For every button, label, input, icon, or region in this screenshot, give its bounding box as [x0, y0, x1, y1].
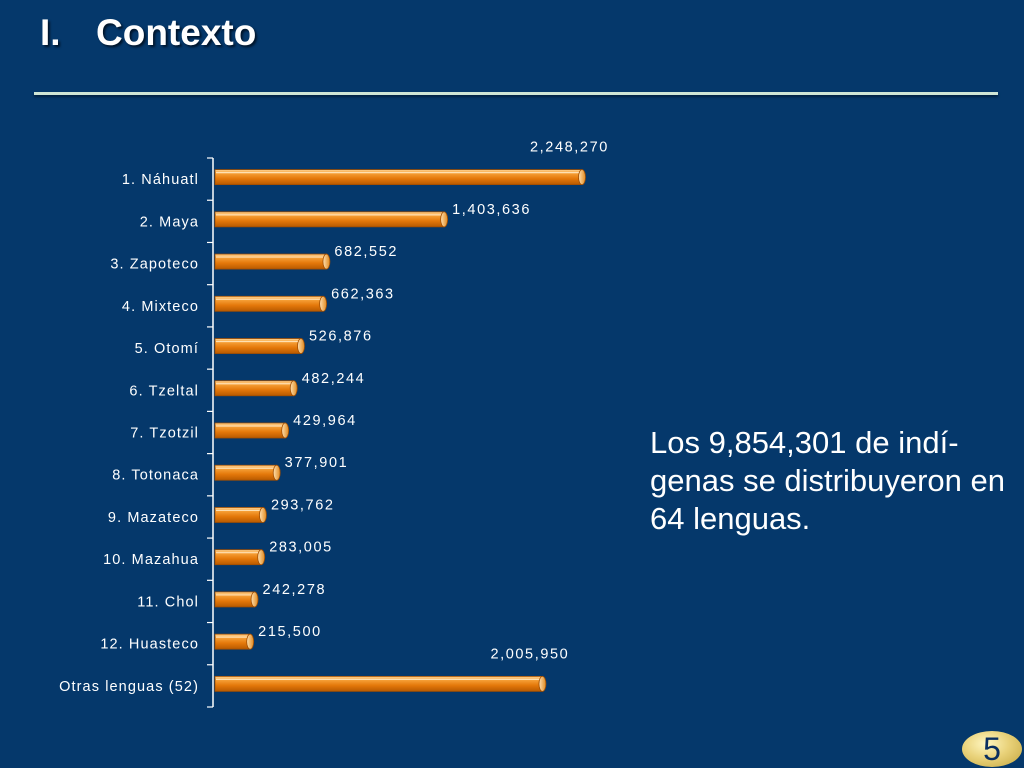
bar [214, 464, 278, 481]
bar-end-cap [259, 507, 267, 523]
bar [214, 633, 251, 650]
bar-end-cap [281, 422, 290, 439]
category-label: 1. Náhuatl [122, 172, 199, 188]
value-label: 662,363 [331, 286, 395, 302]
page-number: 5 [983, 730, 1001, 767]
bar-end-cap [250, 591, 259, 608]
category-label: 6. Tzeltal [129, 383, 199, 399]
category-label: 11. Chol [137, 594, 199, 610]
bar-end-cap [246, 633, 255, 650]
bar-end-cap [319, 295, 328, 312]
category-label: 2. Maya [140, 214, 199, 230]
bar-end-cap [440, 211, 449, 228]
category-label: 12. Huasteco [100, 637, 199, 653]
value-label: 1,403,636 [452, 202, 531, 218]
value-label: 293,762 [271, 497, 335, 513]
bar [214, 169, 583, 186]
bar-end-cap [322, 253, 331, 270]
bar [214, 211, 445, 228]
category-label: 4. Mixteco [122, 299, 199, 315]
value-label: 2,248,270 [530, 140, 609, 156]
page-number-badge: 5 [962, 731, 1022, 767]
category-label: 9. Mazateco [108, 510, 199, 526]
title-text: Contexto [96, 12, 257, 53]
summary-text: Los 9,854,301 de indí-genas se distribuy… [650, 425, 1006, 536]
bar [214, 295, 324, 312]
value-label: 215,500 [258, 624, 322, 640]
slide-title: I. Contexto [40, 12, 256, 54]
bar-end-cap [272, 464, 281, 481]
category-label: 3. Zapoteco [110, 257, 199, 273]
title-divider [34, 92, 998, 95]
value-label: 429,964 [293, 413, 357, 429]
value-label: 526,876 [309, 329, 373, 345]
bar-end-cap [289, 380, 298, 397]
bar-end-cap [297, 338, 305, 354]
category-label: 7. Tzotzil [130, 426, 199, 442]
value-label: 283,005 [269, 540, 333, 556]
bar-end-cap [538, 675, 547, 692]
value-label: 2,005,950 [490, 646, 569, 662]
bar [214, 675, 543, 692]
bar [214, 253, 327, 270]
bar-end-cap [257, 549, 266, 566]
category-label: 10. Mazahua [103, 552, 199, 568]
bar [214, 380, 295, 397]
category-label: 8. Totonaca [112, 468, 199, 484]
bar-end-cap [578, 169, 586, 186]
bar [214, 507, 264, 523]
value-label: 482,244 [302, 371, 366, 387]
bar [214, 422, 286, 439]
title-number: I. [40, 12, 61, 53]
bar [214, 549, 262, 566]
value-label: 242,278 [263, 582, 327, 598]
bar [214, 338, 302, 354]
value-label: 682,552 [334, 244, 398, 260]
category-label: 5. Otomí [135, 341, 199, 357]
bar [214, 591, 255, 608]
category-label: Otras lenguas (52) [59, 679, 199, 695]
value-label: 377,901 [285, 455, 349, 471]
